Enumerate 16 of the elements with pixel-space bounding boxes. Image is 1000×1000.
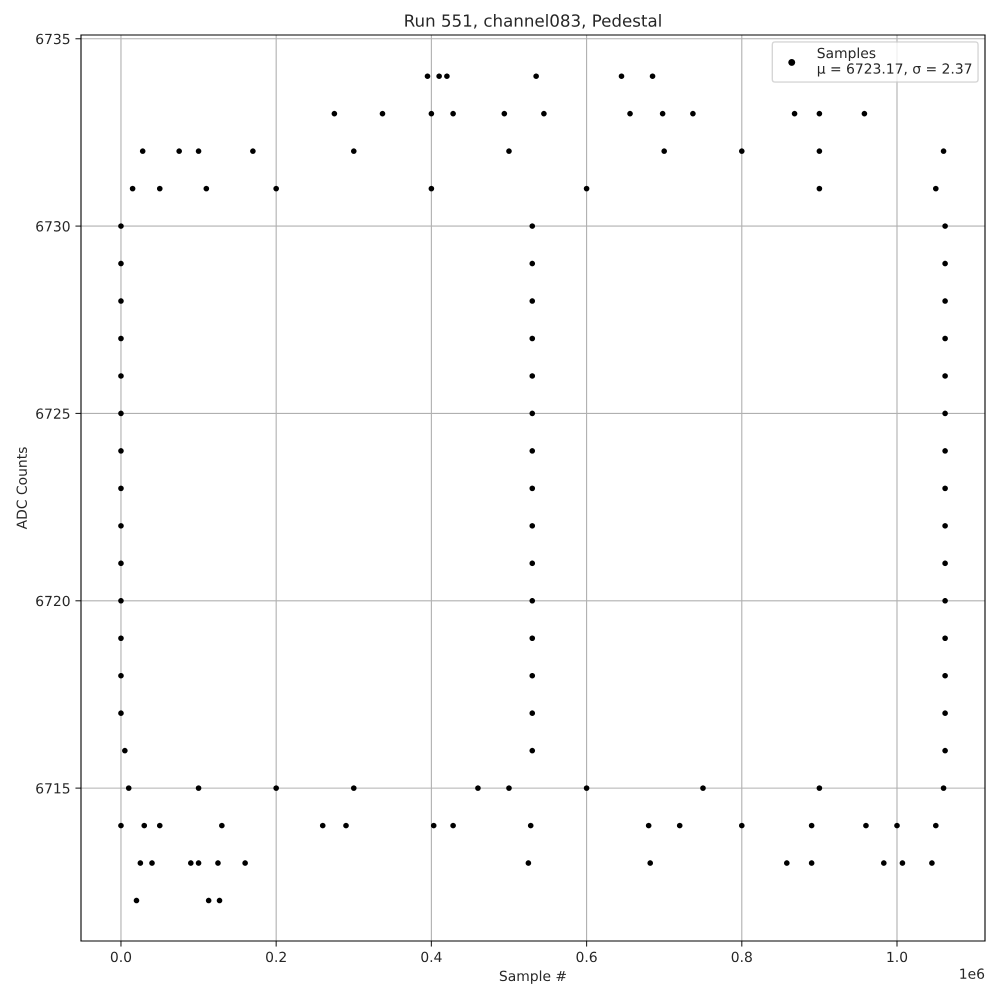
y-tick-label: 6725 <box>36 408 70 419</box>
y-tick-label: 6730 <box>36 221 70 232</box>
x-tick-label: 0.0 <box>110 952 132 962</box>
y-tick-label: 6720 <box>36 596 70 606</box>
y-tick-label: 6715 <box>36 783 70 794</box>
x-tick-label: 0.4 <box>421 952 442 962</box>
x-tick-label: 0.6 <box>576 952 597 962</box>
y-tick-label: 6735 <box>36 34 70 44</box>
legend-label: Samples μ = 6723.17, σ = 2.37 <box>818 48 972 76</box>
text: 1e6 <box>960 968 984 979</box>
chart-title: Run 551, channel083, Pedestal <box>405 14 661 29</box>
x-tick-label: 1.0 <box>887 952 908 962</box>
y-axis-title: ADC Counts <box>16 447 27 530</box>
x-tick-label: 0.2 <box>266 952 286 962</box>
x-axis-title: Sample # <box>500 970 566 984</box>
x-tick-label: 0.8 <box>732 952 752 962</box>
